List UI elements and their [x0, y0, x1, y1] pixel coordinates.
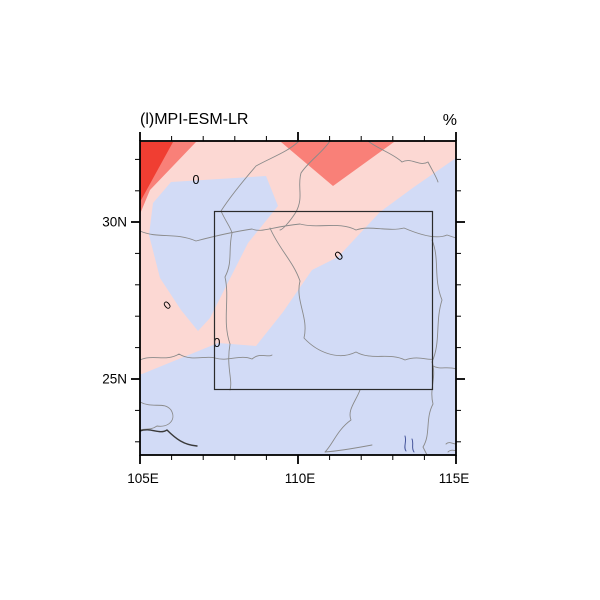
- unit-label: %: [443, 112, 457, 129]
- study-region-box: [213, 210, 434, 391]
- axis-tick-labels: 105E 110E 115E 30N 25N: [102, 215, 469, 487]
- contour-label-0-a: 0: [193, 173, 200, 187]
- contour-fill-layer: [140, 141, 456, 455]
- axis-ticks: [131, 132, 465, 464]
- x-tick-label-110e: 110E: [285, 471, 316, 486]
- y-tick-label-30n: 30N: [102, 215, 127, 230]
- fill-negative-blob: [149, 176, 278, 331]
- x-tick-label-105e: 105E: [127, 471, 159, 486]
- x-tick-label-115e: 115E: [439, 471, 470, 486]
- contour-label-0-d: 0: [214, 336, 221, 350]
- fill-strong-positive-corner: [140, 142, 173, 202]
- fill-moderate-positive-wedge: [281, 142, 394, 186]
- panel-title: (l)MPI-ESM-LR: [140, 111, 248, 128]
- y-tick-label-25n: 25N: [102, 372, 127, 387]
